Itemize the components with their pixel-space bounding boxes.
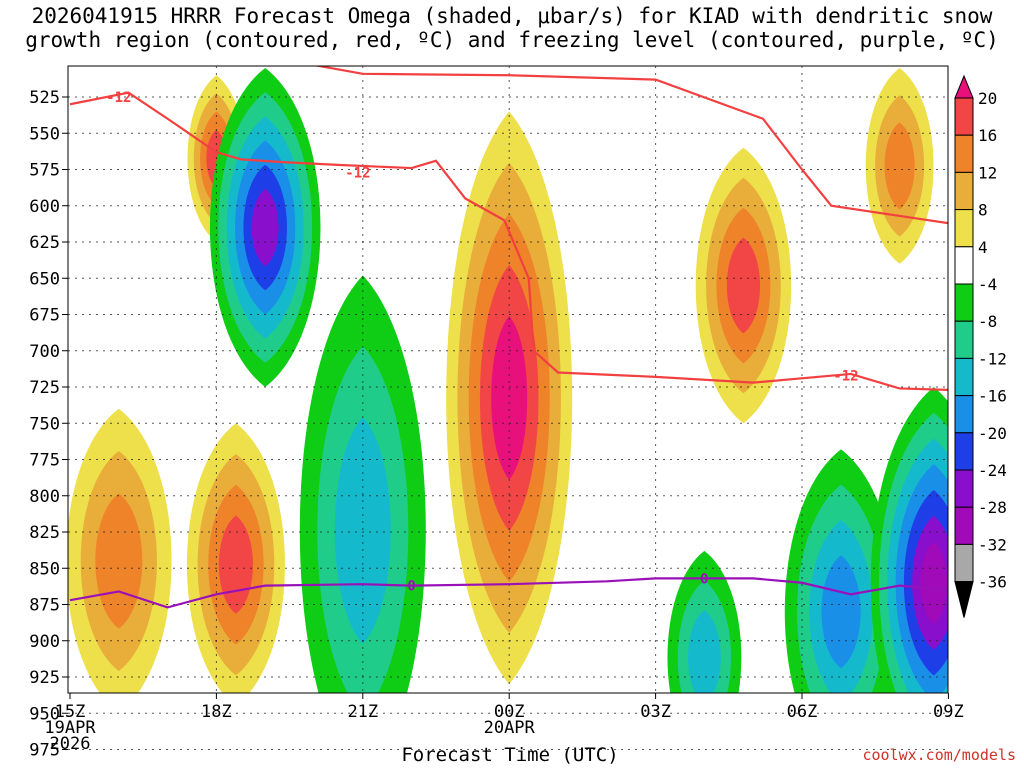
x-tick-label-0-0: 15Z bbox=[55, 702, 86, 722]
colorbar-box-6 bbox=[954, 283, 974, 322]
x-tick-label-15-0: 06Z bbox=[787, 702, 818, 722]
y-tick-label-925: 925 bbox=[29, 668, 60, 688]
colorbar-label-11: -28 bbox=[978, 498, 1007, 517]
colorbar-label-12: -32 bbox=[978, 535, 1007, 554]
y-tick-label-625: 625 bbox=[29, 233, 60, 253]
x-tick-label-3-0: 18Z bbox=[201, 702, 232, 722]
contour-labels: -12 -12 -12 0 0 bbox=[106, 90, 858, 595]
colorbar-label-3: 8 bbox=[978, 201, 988, 220]
colorbar-label-1: 16 bbox=[978, 126, 997, 145]
omega-shade-6-5 bbox=[251, 188, 279, 267]
y-tick-label-825: 825 bbox=[29, 523, 60, 543]
omega-cell-1 bbox=[68, 408, 172, 693]
contour-layer bbox=[69, 66, 948, 609]
omega-cell-2 bbox=[187, 423, 285, 693]
chart-title-line-1: 2026041915 HRRR Forecast Omega (shaded, … bbox=[31, 4, 993, 28]
omega-cell-10 bbox=[870, 387, 948, 693]
dgz-contour-lower bbox=[503, 219, 948, 391]
x-axis-title: Forecast Time (UTC) bbox=[401, 744, 619, 766]
y-tick-label-700: 700 bbox=[29, 342, 60, 362]
colorbar-box-13 bbox=[954, 543, 974, 583]
x-tick-label-6-0: 21Z bbox=[347, 702, 378, 722]
colorbar-box-12 bbox=[954, 506, 974, 545]
colorbar-box-1 bbox=[954, 97, 974, 136]
dgz-label-0: -12 bbox=[106, 90, 131, 106]
colorbar-label-13: -36 bbox=[978, 573, 1007, 592]
omega-shade-4-3 bbox=[726, 237, 761, 334]
colorbar-box-7 bbox=[954, 320, 974, 359]
x-tick-label-0-1: 19APR bbox=[44, 718, 96, 738]
x-tick-label-9-1: 20APR bbox=[484, 718, 536, 738]
dgz-label-1: -12 bbox=[345, 165, 370, 181]
y-tick-label-575: 575 bbox=[29, 161, 60, 181]
omega-cell-7 bbox=[299, 275, 426, 693]
y-tick-label-975: 975 bbox=[29, 741, 60, 761]
colorbar-top-arrow bbox=[954, 74, 974, 99]
omega-cell-5 bbox=[865, 68, 934, 264]
colorbar-label-8: -16 bbox=[978, 387, 1007, 406]
omega-shade-10-6 bbox=[920, 541, 948, 624]
colorbar-box-9 bbox=[954, 395, 974, 434]
y-tick-label-950: 950 bbox=[29, 704, 60, 724]
omega-shade-8-2 bbox=[688, 610, 721, 693]
colorbar: 20 16 12 8 4 -4 -8 -12 -16 -20 -24 -28 -32 -36 bbox=[954, 74, 1007, 618]
y-tick-label-600: 600 bbox=[29, 197, 60, 217]
source-credit: coolwx.com/models bbox=[862, 746, 1016, 764]
omega-cell-4 bbox=[695, 147, 792, 424]
y-tick-label-900: 900 bbox=[29, 632, 60, 652]
dgz-contour-upper bbox=[69, 91, 505, 222]
colorbar-label-0: 20 bbox=[978, 89, 997, 108]
x-tick-label-9-0: 00Z bbox=[494, 702, 525, 722]
y-tick-label-875: 875 bbox=[29, 596, 60, 616]
y-tick-label-525: 525 bbox=[29, 88, 60, 108]
omega-shade-9-3 bbox=[821, 555, 861, 669]
dgz-contour-top bbox=[313, 66, 948, 225]
colorbar-label-2: 12 bbox=[978, 163, 997, 182]
y-tick-label-850: 850 bbox=[29, 559, 60, 579]
colorbar-box-3 bbox=[954, 171, 974, 211]
colorbar-label-9: -20 bbox=[978, 424, 1007, 443]
colorbar-box-11 bbox=[954, 469, 974, 508]
omega-shade-5-2 bbox=[884, 122, 915, 210]
dgz-label-2: -12 bbox=[833, 368, 858, 384]
omega-shade-7-2 bbox=[334, 417, 391, 644]
colorbar-box-2 bbox=[954, 134, 974, 173]
colorbar-bottom-arrow bbox=[954, 581, 974, 618]
chart-title: 2026041915 HRRR Forecast Omega (shaded, … bbox=[0, 4, 1024, 52]
y-tick-label-775: 775 bbox=[29, 451, 60, 471]
plot-frame bbox=[67, 65, 949, 694]
y-tick-label-725: 725 bbox=[29, 378, 60, 398]
y-tick-label-550: 550 bbox=[29, 124, 60, 144]
chart-title-line-2: growth region (contoured, red, ºC) and f… bbox=[25, 28, 999, 52]
omega-shade-0-4 bbox=[491, 316, 528, 480]
colorbar-label-5: -4 bbox=[978, 275, 997, 294]
colorbar-label-10: -24 bbox=[978, 461, 1007, 480]
freezing-label-0: 0 bbox=[407, 579, 415, 595]
y-tick-label-800: 800 bbox=[29, 487, 60, 507]
colorbar-box-4 bbox=[954, 209, 974, 248]
y-axis: 525 550 575 600 625 650 675 700 725 750 775 800 825 8… bbox=[29, 88, 68, 761]
colorbar-label-6: -8 bbox=[978, 312, 997, 331]
omega-shading bbox=[68, 68, 948, 693]
freezing-label-1: 0 bbox=[700, 571, 708, 587]
y-tick-label-650: 650 bbox=[29, 269, 60, 289]
colorbar-label-4: 4 bbox=[978, 238, 988, 257]
y-tick-label-675: 675 bbox=[29, 306, 60, 326]
colorbar-box-5 bbox=[954, 246, 974, 285]
colorbar-box-8 bbox=[954, 357, 974, 397]
colorbar-label-7: -12 bbox=[978, 349, 1007, 368]
x-tick-label-12-0: 03Z bbox=[640, 702, 671, 722]
omega-cell-0 bbox=[446, 111, 573, 685]
x-tick-label-18-0: 09Z bbox=[933, 702, 964, 722]
y-tick-label-750: 750 bbox=[29, 414, 60, 434]
x-tick-label-0-2: 2026 bbox=[50, 734, 91, 754]
omega-cell-8 bbox=[667, 550, 742, 693]
colorbar-box-10 bbox=[954, 432, 974, 471]
freezing-level-contour bbox=[69, 577, 948, 609]
omega-cell-9 bbox=[784, 449, 898, 693]
